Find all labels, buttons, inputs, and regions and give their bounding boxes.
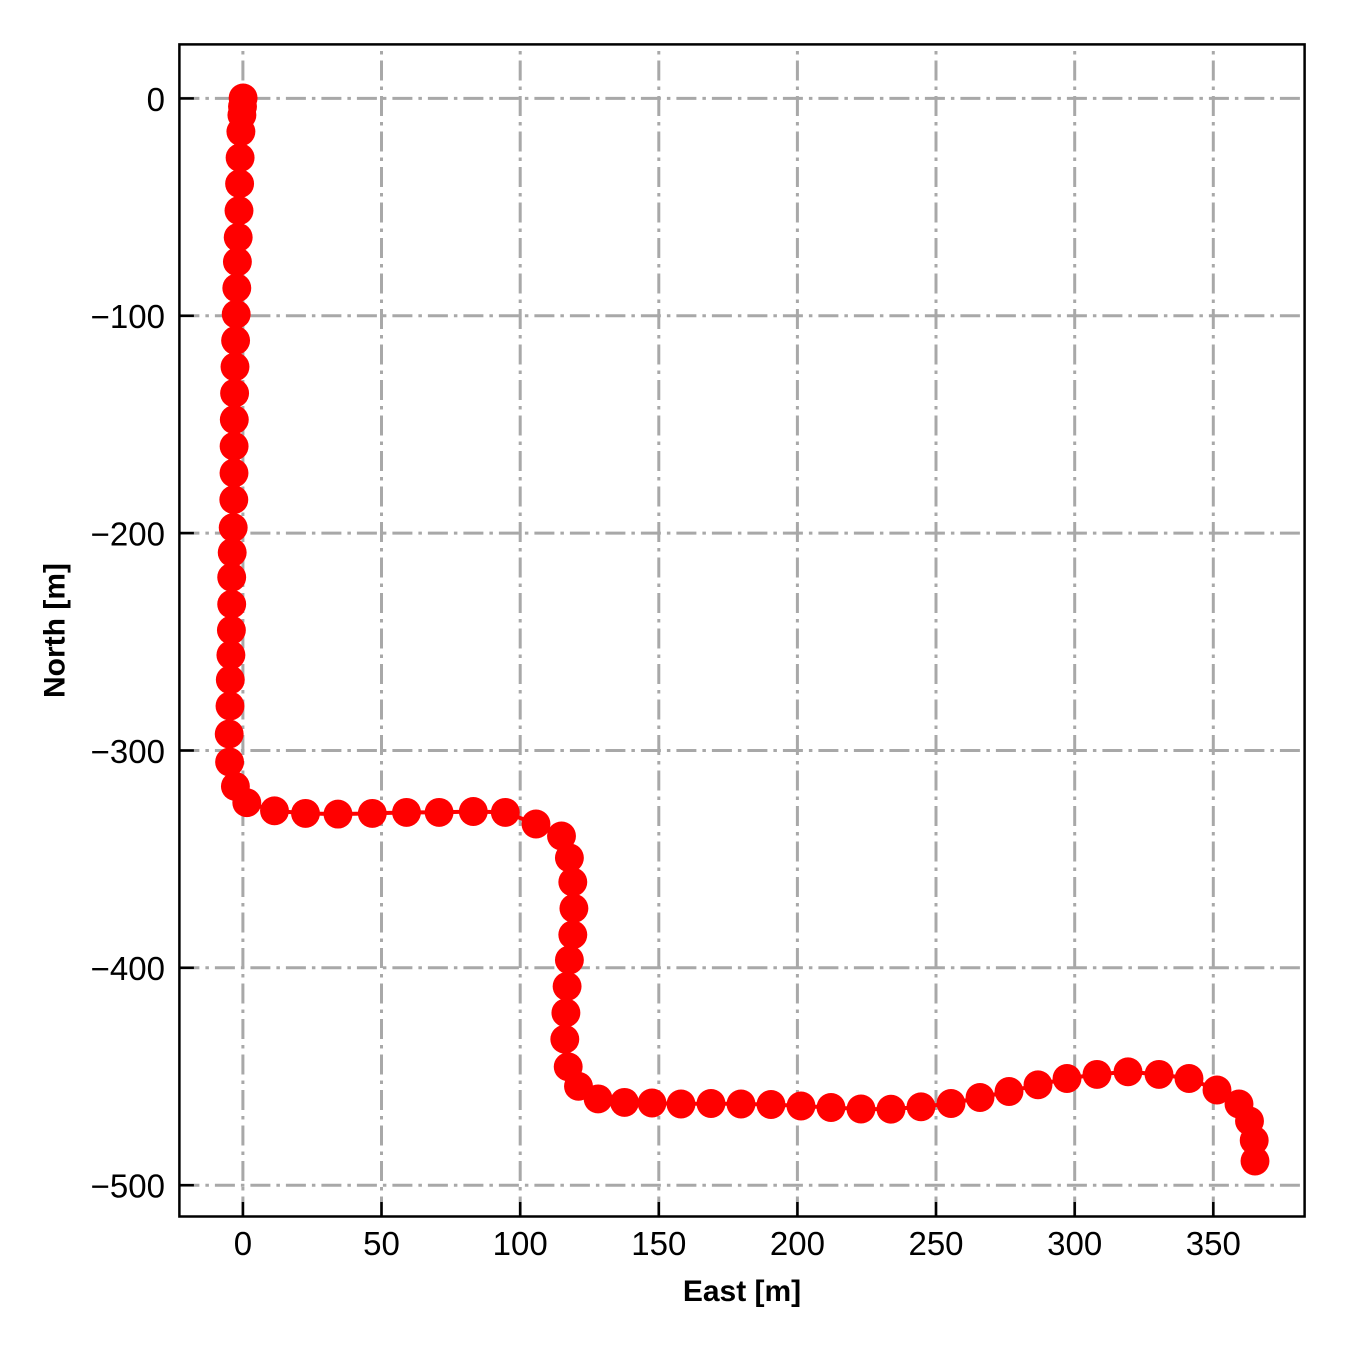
svg-text:150: 150 <box>631 1225 686 1262</box>
svg-text:350: 350 <box>1186 1225 1241 1262</box>
svg-text:−100: −100 <box>91 298 165 335</box>
svg-text:250: 250 <box>908 1225 963 1262</box>
svg-text:North [m]: North [m] <box>39 563 72 698</box>
svg-text:−300: −300 <box>91 733 165 770</box>
svg-text:300: 300 <box>1047 1225 1102 1262</box>
svg-text:East [m]: East [m] <box>683 1275 801 1308</box>
svg-text:−200: −200 <box>91 516 165 553</box>
svg-text:−400: −400 <box>91 950 165 987</box>
svg-text:200: 200 <box>770 1225 825 1262</box>
svg-text:100: 100 <box>493 1225 548 1262</box>
svg-text:0: 0 <box>234 1225 252 1262</box>
svg-text:50: 50 <box>363 1225 400 1262</box>
svg-text:−500: −500 <box>91 1168 165 1205</box>
svg-text:0: 0 <box>147 81 165 118</box>
